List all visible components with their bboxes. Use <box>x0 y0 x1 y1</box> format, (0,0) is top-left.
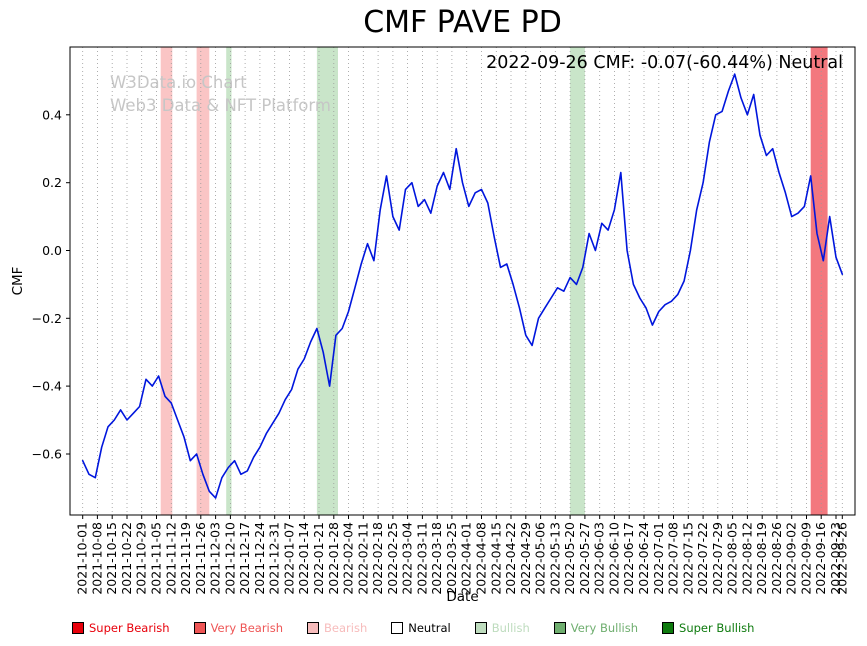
y-tick-label: 0.2 <box>42 175 62 190</box>
x-tick-label: 2022-07-01 <box>651 522 666 595</box>
x-tick-label: 2022-07-15 <box>680 522 695 595</box>
x-tick-label: 2022-06-03 <box>592 522 607 595</box>
x-tick-label: 2022-08-19 <box>754 522 769 595</box>
x-tick-label: 2021-10-08 <box>89 522 104 595</box>
x-tick-label: 2022-08-26 <box>769 522 784 595</box>
x-tick-label: 2022-06-24 <box>636 522 651 595</box>
x-tick-label: 2021-10-15 <box>104 522 119 595</box>
legend-label-bullish: Bullish <box>491 621 530 635</box>
x-tick-label: 2021-11-05 <box>149 522 164 595</box>
legend-swatch-super-bearish <box>72 622 84 634</box>
y-tick-label: 0.4 <box>42 107 62 122</box>
x-tick-label: 2022-09-16 <box>813 522 828 595</box>
legend-swatch-very-bullish <box>553 622 566 634</box>
x-tick-label: 2022-07-29 <box>710 522 725 595</box>
x-tick-label: 2022-09-09 <box>799 522 814 595</box>
x-tick-label: 2021-10-22 <box>119 522 134 595</box>
x-tick-label: 2022-09-26 <box>834 522 849 595</box>
x-axis-label: Date <box>446 589 479 605</box>
x-tick-label: 2022-08-05 <box>725 522 740 595</box>
legend-label-very-bearish: Very Bearish <box>210 621 284 635</box>
x-tick-label: 2022-04-01 <box>459 522 474 595</box>
legend-item-very-bearish: Very Bearish <box>193 621 284 635</box>
x-tick-label: 2022-02-11 <box>355 522 370 595</box>
legend-item-bullish: Bullish <box>474 621 530 635</box>
x-tick-label: 2022-03-04 <box>400 522 415 595</box>
x-tick-label: 2022-01-07 <box>282 522 297 595</box>
x-tick-label: 2022-05-20 <box>562 522 577 595</box>
watermark: W3Data.io Chart Web3 Data & NFT Platform <box>110 71 331 118</box>
x-tick-label: 2021-11-26 <box>193 522 208 595</box>
x-tick-label: 2022-01-21 <box>311 522 326 595</box>
x-tick-label: 2022-03-25 <box>444 522 459 595</box>
legend-swatch-bearish <box>307 622 320 634</box>
legend-item-super-bullish: Super Bullish <box>662 621 754 635</box>
x-tick-label: 2022-04-15 <box>488 522 503 595</box>
x-tick-label: 2022-02-25 <box>385 522 400 595</box>
x-tick-label: 2022-09-23 <box>828 522 843 595</box>
y-axis-label: CMF <box>10 266 26 296</box>
legend-swatch-super-bullish <box>662 622 675 634</box>
x-tick-label: 2021-12-03 <box>208 522 223 595</box>
x-tick-label: 2022-09-02 <box>784 522 799 595</box>
signal-band-bearish <box>160 47 173 515</box>
signal-legend: Super Bearish Very Bearish Bearish Neutral B… <box>72 621 754 635</box>
x-tick-label: 2022-04-08 <box>474 522 489 595</box>
signal-band-very-bearish <box>810 47 828 515</box>
x-tick-label: 2022-05-13 <box>547 522 562 595</box>
x-tick-label: 2022-06-10 <box>606 522 621 595</box>
x-tick-label: 2022-05-06 <box>533 522 548 595</box>
x-tick-label: 2022-01-14 <box>296 522 311 595</box>
x-tick-label: 2021-12-24 <box>252 522 267 595</box>
legend-swatch-bullish <box>474 622 487 634</box>
x-tick-label: 2022-02-18 <box>370 522 385 595</box>
x-tick-label: 2022-06-17 <box>621 522 636 595</box>
signal-band-bullish <box>316 47 338 515</box>
x-tick-label: 2022-03-18 <box>429 522 444 595</box>
x-tick-label: 2022-01-28 <box>326 522 341 595</box>
y-tick-label: −0.4 <box>32 379 62 394</box>
x-tick-label: 2022-07-08 <box>666 522 681 595</box>
x-tick-label: 2022-05-27 <box>577 522 592 595</box>
axes-frame <box>69 46 856 516</box>
legend-label-bearish: Bearish <box>324 621 368 635</box>
legend-label-neutral: Neutral <box>408 621 451 635</box>
watermark-line2: Web3 Data & NFT Platform <box>110 96 331 116</box>
signal-band-bullish <box>226 47 232 515</box>
legend-item-super-bearish: Super Bearish <box>72 621 170 635</box>
y-tick-label: −0.2 <box>32 311 62 326</box>
x-tick-label: 2021-11-12 <box>163 522 178 595</box>
x-tick-label: 2022-04-29 <box>518 522 533 595</box>
x-tick-label: 2021-10-01 <box>75 522 90 595</box>
legend-label-super-bullish: Super Bullish <box>679 621 755 635</box>
latest-value-annotation: 2022-09-26 CMF: -0.07(-60.44%) Neutral <box>486 53 843 73</box>
watermark-line1: W3Data.io Chart <box>110 73 247 92</box>
x-tick-label: 2021-10-29 <box>134 522 149 595</box>
x-tick-label: 2021-12-10 <box>222 522 237 595</box>
cmf-line <box>81 73 844 499</box>
x-tick-label: 2022-04-22 <box>503 522 518 595</box>
y-tick-label: −0.6 <box>32 447 62 462</box>
chart-title: CMF PAVE PD <box>363 5 562 40</box>
x-tick-label: 2021-11-19 <box>178 522 193 595</box>
x-tick-label: 2022-07-22 <box>695 522 710 595</box>
x-tick-label: 2022-03-11 <box>414 522 429 595</box>
x-tick-label: 2022-08-12 <box>739 522 754 595</box>
legend-item-bearish: Bearish <box>307 621 367 635</box>
legend-label-very-bullish: Very Bullish <box>570 621 639 635</box>
signal-band-bearish <box>196 47 210 515</box>
legend-item-neutral: Neutral <box>391 621 451 635</box>
legend-label-super-bearish: Super Bearish <box>89 621 170 635</box>
x-tick-label: 2021-12-31 <box>267 522 282 595</box>
legend-item-very-bullish: Very Bullish <box>553 621 639 635</box>
legend-swatch-very-bearish <box>193 622 206 634</box>
legend-swatch-neutral <box>391 622 404 634</box>
x-tick-label: 2022-02-04 <box>341 522 356 595</box>
y-tick-label: 0.0 <box>42 243 62 258</box>
x-tick-label: 2021-12-17 <box>237 522 252 595</box>
